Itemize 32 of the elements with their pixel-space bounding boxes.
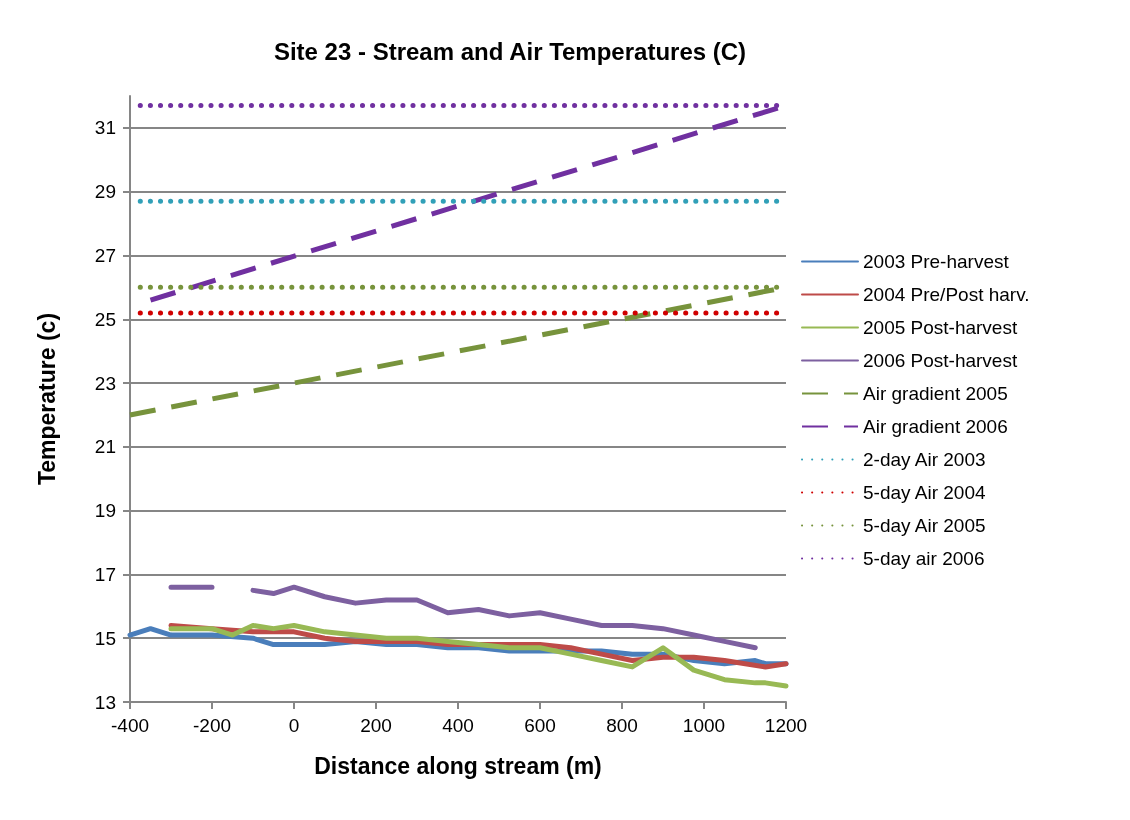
x-tick-label: 800: [606, 715, 638, 736]
x-tick-label: 0: [288, 715, 300, 736]
y-tick-label: 23: [94, 372, 116, 394]
y-tick-label: 21: [94, 436, 116, 458]
legend-label: Air gradient 2006: [863, 416, 1008, 437]
x-tick-label: 1200: [764, 715, 808, 736]
y-axis-title: Temperature (c): [33, 312, 60, 486]
legend-label: 2004 Pre/Post harv.: [863, 284, 1030, 305]
x-tick-label: -400: [110, 715, 150, 736]
legend-label: Air gradient 2005: [863, 383, 1008, 404]
x-tick-label: 600: [524, 715, 556, 736]
y-tick-label: 27: [94, 244, 116, 266]
y-tick-label: 15: [94, 627, 116, 649]
y-tick-label: 31: [94, 117, 116, 139]
legend-label: 2005 Post-harvest: [863, 317, 1018, 338]
y-tick-label: 17: [94, 563, 116, 585]
x-tick-label: 1000: [682, 715, 726, 736]
x-tick-label: 200: [360, 715, 392, 736]
legend-label: 2003 Pre-harvest: [863, 251, 1010, 272]
x-tick-label: -200: [192, 715, 232, 736]
legend-label: 2006 Post-harvest: [863, 350, 1018, 371]
y-tick-label: 13: [94, 691, 116, 713]
x-axis-title: Distance along stream (m): [314, 752, 602, 779]
x-tick-label: 400: [442, 715, 474, 736]
legend-label: 5-day Air 2005: [863, 515, 986, 536]
y-tick-label: 19: [94, 500, 116, 522]
legend-label: 5-day Air 2004: [863, 482, 986, 503]
y-tick-label: 25: [94, 308, 116, 330]
y-tick-label: 29: [94, 181, 116, 203]
chart-title: Site 23 - Stream and Air Temperatures (C): [273, 37, 747, 65]
legend-label: 5-day air 2006: [863, 548, 985, 569]
legend-label: 2-day Air 2003: [863, 449, 986, 470]
